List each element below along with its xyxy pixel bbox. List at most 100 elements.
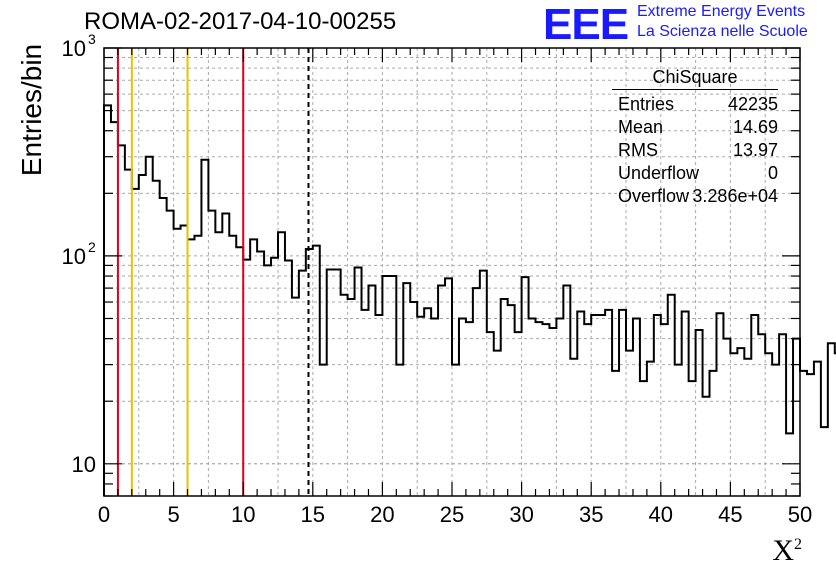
histogram-bin (257, 251, 264, 496)
x-tick-label: 15 (301, 502, 325, 527)
logo-mark: EEE (543, 0, 629, 49)
x-tick-label: 35 (579, 502, 603, 527)
histogram-bin (570, 359, 577, 496)
histogram-bin (292, 298, 299, 496)
x-axis-label-base: X (772, 534, 794, 567)
histogram-bin (243, 260, 250, 496)
histogram-bin (417, 317, 424, 496)
histogram-bin (501, 299, 508, 496)
histogram-bin (591, 315, 598, 496)
histogram-bin (403, 283, 410, 496)
histogram-bin (605, 310, 612, 496)
x-tick-label: 25 (440, 502, 464, 527)
histogram-bin (146, 157, 153, 496)
histogram-bin (188, 239, 195, 496)
histogram-bin (758, 334, 765, 496)
histogram-bin (828, 343, 835, 496)
y-tick-label: 10 (62, 244, 86, 269)
histogram-bin (640, 381, 647, 496)
reference-lines (116, 48, 310, 496)
histogram-bin (382, 276, 389, 496)
histogram-bin (563, 286, 570, 496)
histogram-bin (285, 261, 292, 496)
histogram-bin (299, 271, 306, 496)
histogram-bin (800, 371, 807, 496)
histogram-bin (327, 270, 334, 496)
histogram-bin (452, 365, 459, 496)
stats-value: 13.97 (732, 140, 778, 160)
histogram-bin (542, 324, 549, 496)
histogram-bin (814, 362, 821, 496)
histogram-bin (584, 324, 591, 496)
stats-value: 14.69 (732, 117, 778, 137)
histogram-bin (549, 328, 556, 496)
histogram-bin (111, 122, 118, 496)
histogram-bin (222, 213, 229, 496)
stats-title: ChiSquare (612, 67, 778, 90)
histogram-bin (424, 308, 431, 496)
stats-row: Overflow 3.286e+04 (612, 186, 778, 209)
histogram-bin (320, 365, 327, 496)
histogram-bin (278, 232, 285, 496)
stats-row: Mean 14.69 (612, 117, 778, 140)
histogram-bin (654, 315, 661, 496)
histogram-bin (661, 324, 668, 496)
histogram-bin (132, 189, 139, 496)
histogram-bin (689, 381, 696, 496)
histogram-bin (362, 310, 369, 496)
histogram-bin (438, 286, 445, 496)
histogram-bin (334, 270, 341, 496)
histogram-bin (515, 332, 522, 496)
histogram-bin (174, 229, 181, 496)
histogram-bin (821, 427, 828, 496)
histogram-bin (793, 339, 800, 496)
plot-title: ROMA-02-2017-04-10-00255 (84, 8, 397, 35)
y-tick-label: 10 (72, 452, 96, 477)
histogram-bin (647, 362, 654, 496)
logo-line-2: La Scienza nelle Scuole (637, 23, 808, 40)
histogram-bin (368, 286, 375, 496)
histogram-bin (459, 318, 466, 496)
histogram-bin (480, 271, 487, 496)
histogram-bin (431, 318, 438, 496)
x-tick-label: 50 (788, 502, 812, 527)
histogram-bin (375, 315, 382, 496)
histogram-bin (730, 353, 737, 496)
histogram-bin (696, 330, 703, 496)
x-tick-label: 10 (231, 502, 255, 527)
x-tick-label: 40 (649, 502, 673, 527)
histogram-bin (118, 145, 125, 496)
histogram-bin (577, 312, 584, 496)
histogram-bin (723, 339, 730, 496)
histogram-bars (103, 104, 836, 496)
stats-value: 3.286e+04 (692, 186, 778, 206)
histogram-bin (751, 315, 758, 496)
x-tick-label: 45 (718, 502, 742, 527)
x-tick-label: 0 (98, 502, 110, 527)
histogram-bin (348, 299, 355, 496)
stats-label: RMS (618, 140, 658, 160)
histogram-bin (779, 334, 786, 496)
histogram-bin (271, 258, 278, 496)
histogram-bin (556, 318, 563, 496)
histogram-bin (139, 175, 146, 496)
histogram-bin (710, 371, 717, 496)
histogram-outline (103, 104, 836, 496)
histogram-bin (675, 365, 682, 496)
x-tick-label: 5 (167, 502, 179, 527)
histogram-bin (229, 236, 236, 496)
histogram-bin (786, 433, 793, 496)
histogram-bin (536, 322, 543, 496)
histogram-bin (744, 359, 751, 496)
histogram-bin (341, 295, 348, 496)
stats-label: Underflow (618, 163, 700, 183)
histogram-bin (250, 239, 257, 496)
histogram-bin (466, 322, 473, 496)
stats-box: ChiSquare Entries 42235 Mean 14.69 RMS 13.9… (612, 67, 778, 209)
stats-value: 0 (767, 163, 778, 183)
stats-row: Entries 42235 (612, 94, 778, 117)
histogram-bin (626, 351, 633, 496)
histogram-bin (765, 353, 772, 496)
histogram-bin (807, 374, 814, 496)
